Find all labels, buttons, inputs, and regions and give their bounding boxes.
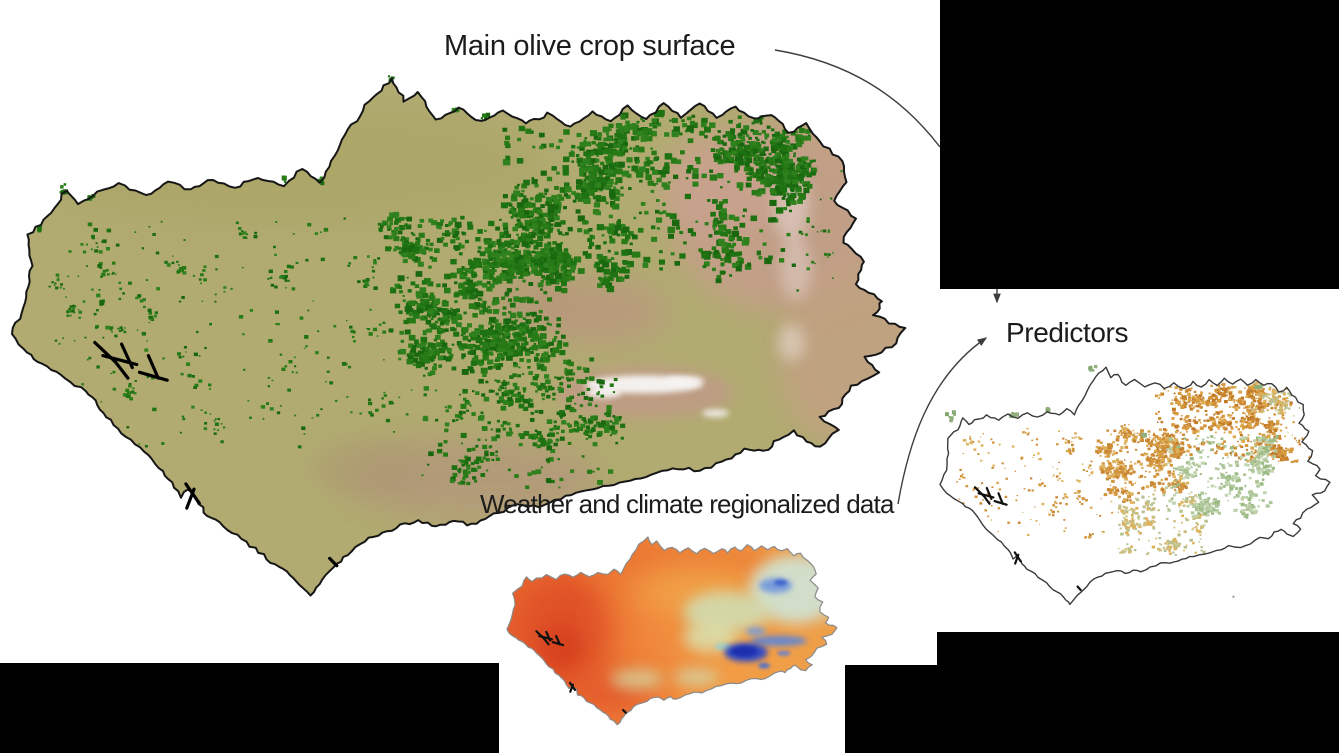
redaction-block-bottom-right-lower <box>845 665 1339 753</box>
predictors-map <box>939 364 1331 606</box>
weather-label: Weather and climate regionalized data <box>480 489 894 519</box>
island-dot <box>1232 595 1235 598</box>
predictors-label: Predictors <box>1006 317 1129 348</box>
river-estuary-marks <box>535 630 627 714</box>
redaction-block-top-right <box>940 0 1339 289</box>
olive-speckles <box>48 106 878 489</box>
redaction-block-bottom-left <box>0 663 499 753</box>
olive-crop-map <box>11 75 907 597</box>
main-map-label: Main olive crop surface <box>444 30 736 62</box>
climate-map <box>506 536 838 726</box>
predictor-speckles <box>956 380 1315 556</box>
river-estuary-marks <box>93 340 339 568</box>
